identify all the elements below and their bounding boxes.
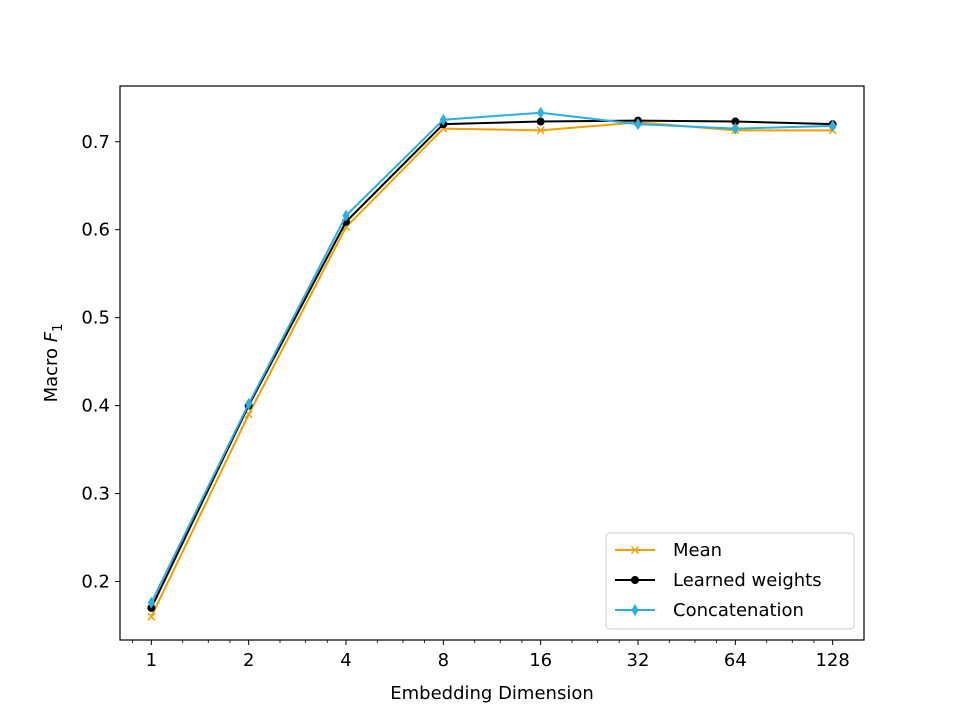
data-point-concatenation bbox=[731, 122, 739, 135]
legend-marker-mean bbox=[630, 545, 640, 555]
x-axis: 1 2 4 8 16 32 64 128 bbox=[132, 640, 850, 671]
series-line-mean bbox=[150, 121, 833, 618]
axes-frame bbox=[119, 85, 865, 641]
x-tick-label: 128 bbox=[815, 650, 849, 671]
y-tick-label: 0.7 bbox=[81, 132, 110, 153]
data-point-learned-weights bbox=[731, 117, 740, 126]
legend-frame bbox=[605, 532, 855, 630]
legend-marker-learned-weights bbox=[631, 576, 639, 584]
data-point-concatenation bbox=[245, 397, 253, 410]
x-tick-label: 8 bbox=[438, 650, 449, 671]
y-axis-label: Macro F1 bbox=[41, 324, 66, 403]
series-line-learned-weights bbox=[150, 119, 833, 609]
legend-item-learned-weights: Learned weights bbox=[615, 570, 822, 591]
legend-item-concatenation: Concatenation bbox=[615, 600, 804, 621]
data-point-mean bbox=[147, 612, 156, 621]
y-tick-label: 0.5 bbox=[81, 308, 110, 329]
series-line-concatenation bbox=[150, 111, 833, 604]
legend-label-learned-weights: Learned weights bbox=[673, 570, 822, 591]
y-tick-label: 0.3 bbox=[81, 484, 110, 505]
x-tick-label: 2 bbox=[243, 650, 254, 671]
y-tick-label: 0.6 bbox=[81, 220, 110, 241]
y-tick-label: 0.2 bbox=[81, 572, 110, 593]
data-point-concatenation bbox=[634, 118, 642, 131]
x-axis-label: Embedding Dimension bbox=[390, 683, 594, 704]
x-tick-label: 4 bbox=[340, 650, 351, 671]
y-axis-label-prefix: Macro bbox=[41, 342, 62, 402]
legend: Mean Learned weights Concatenation bbox=[605, 532, 855, 630]
series-layer bbox=[147, 106, 837, 621]
legend-marker-concatenation bbox=[631, 604, 639, 616]
x-tick-label: 32 bbox=[627, 650, 650, 671]
data-point-mean bbox=[536, 126, 545, 135]
data-point-concatenation bbox=[537, 106, 545, 119]
data-point-concatenation bbox=[147, 596, 155, 609]
data-point-concatenation bbox=[342, 209, 350, 222]
data-point-concatenation bbox=[829, 119, 837, 132]
data-point-learned-weights bbox=[536, 117, 545, 126]
data-point-concatenation bbox=[439, 113, 447, 126]
y-tick-label: 0.4 bbox=[81, 396, 110, 417]
legend-items: Mean Learned weights Concatenation bbox=[615, 540, 822, 621]
y-axis-label-variable: F bbox=[41, 331, 62, 342]
legend-label-concatenation: Concatenation bbox=[673, 600, 804, 621]
legend-label-mean: Mean bbox=[673, 540, 722, 561]
y-axis: 0.2 0.3 0.4 0.5 0.6 0.7 bbox=[81, 132, 120, 593]
x-tick-label: 64 bbox=[724, 650, 747, 671]
x-tick-label: 1 bbox=[146, 650, 157, 671]
legend-item-mean: Mean bbox=[615, 540, 722, 561]
x-tick-label: 16 bbox=[529, 650, 552, 671]
y-axis-label-subscript: 1 bbox=[51, 324, 66, 332]
series-concatenation bbox=[147, 106, 837, 609]
